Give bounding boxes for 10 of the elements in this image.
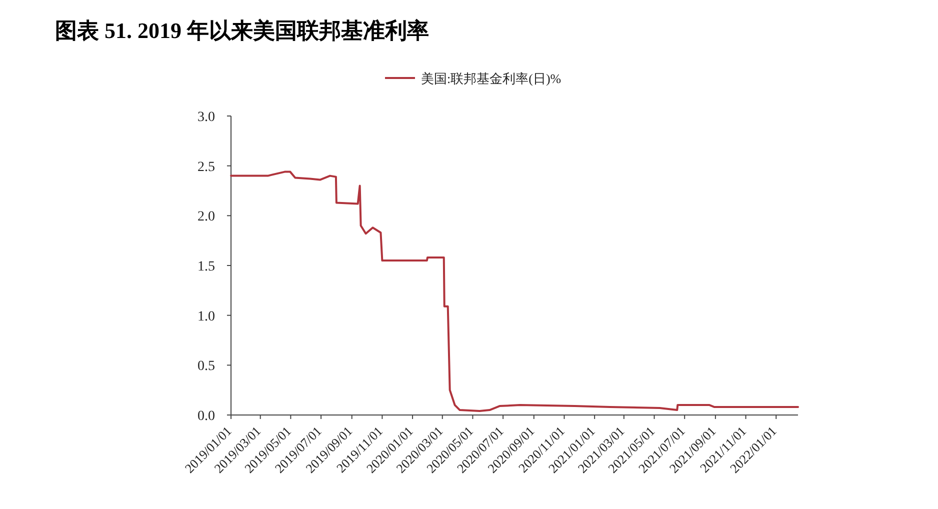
y-tick-label: 1.5 bbox=[198, 260, 215, 274]
legend-label: 美国:联邦基金利率(日)% bbox=[421, 71, 562, 86]
y-tick-label: 0.0 bbox=[198, 409, 215, 424]
y-tick-label: 2.0 bbox=[198, 210, 215, 225]
line-series bbox=[230, 170, 799, 412]
y-tick-label: 2.5 bbox=[198, 160, 215, 175]
y-tick-label: 1.0 bbox=[198, 309, 215, 324]
chart-title: 图表 51. 2019 年以来美国联邦基准利率 bbox=[55, 18, 429, 43]
y-tick-label: 0.5 bbox=[198, 359, 215, 374]
y-tick-label: 3.0 bbox=[198, 110, 215, 125]
